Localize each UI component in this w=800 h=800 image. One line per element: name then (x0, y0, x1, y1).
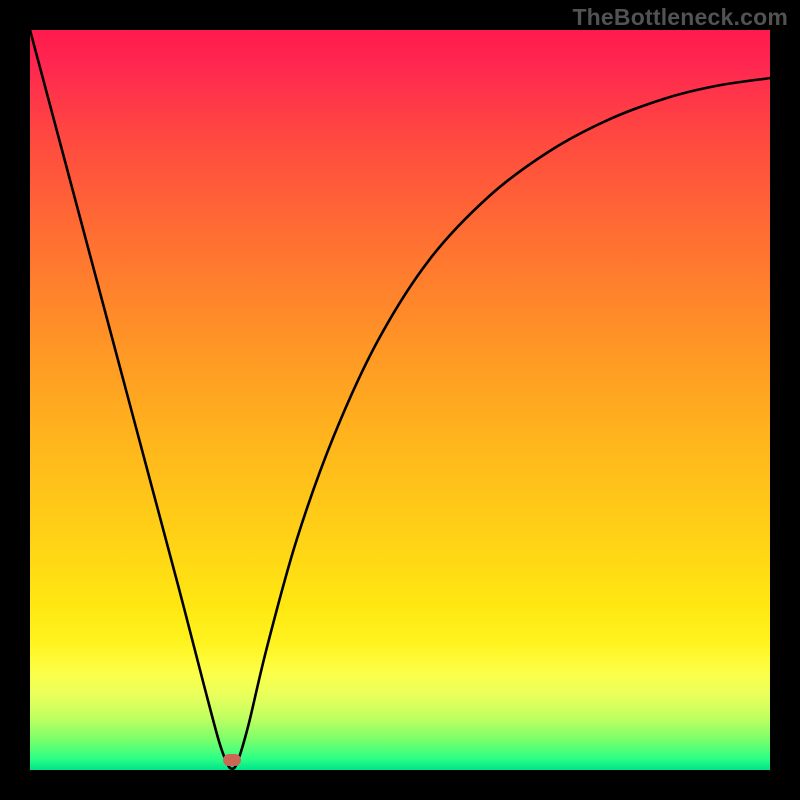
watermark-text: TheBottleneck.com (572, 4, 788, 31)
optimum-marker (223, 754, 241, 766)
bottleneck-curve (30, 30, 770, 770)
chart-canvas: TheBottleneck.com (0, 0, 800, 800)
plot-area (30, 30, 770, 770)
